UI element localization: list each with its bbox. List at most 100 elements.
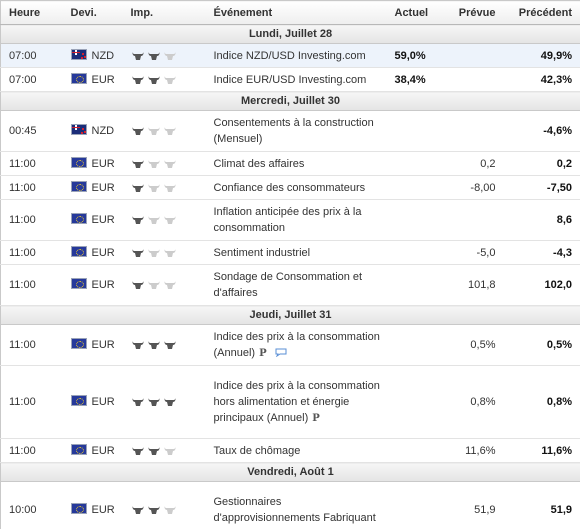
event-title[interactable]: Climat des affaires xyxy=(205,151,391,176)
event-title[interactable]: Taux de chômage xyxy=(205,438,391,463)
event-title-text[interactable]: Indice EUR/USD Investing.com xyxy=(213,73,367,86)
event-row[interactable]: 11:00 EUR Confiance des consommateurs -8,00… xyxy=(0,175,580,200)
event-title[interactable]: Indice des prix à la consommation hors a… xyxy=(205,365,391,439)
event-title-text[interactable]: Sentiment industriel xyxy=(213,246,311,259)
event-title-text[interactable]: Gestionnaires d'approvisionnements Fabri… xyxy=(213,495,376,524)
event-row[interactable]: 10:00 EUR Gestionnaires d'approvisionnemen… xyxy=(0,481,580,529)
eu-flag-icon xyxy=(70,278,87,289)
event-title[interactable]: Indice EUR/USD Investing.com xyxy=(205,67,391,92)
event-actual xyxy=(390,438,441,463)
event-title-text[interactable]: Indice des prix à la consommation hors a… xyxy=(213,379,380,424)
bull-icon xyxy=(147,159,160,168)
preliminary-icon[interactable]: P xyxy=(259,347,267,359)
header-event[interactable]: Événement xyxy=(205,0,391,25)
event-title-text[interactable]: Taux de chômage xyxy=(213,444,301,457)
event-forecast: -5,0 xyxy=(440,240,504,265)
event-importance xyxy=(122,264,206,306)
event-title-text[interactable]: Consentements à la construction (Mensuel… xyxy=(213,117,374,145)
event-time: 11:00 xyxy=(0,324,63,366)
event-title-text[interactable]: Inflation anticipée des prix à la consom… xyxy=(213,206,362,234)
event-importance xyxy=(122,199,206,241)
day-header-row: Vendredi, Août 1 xyxy=(0,462,580,482)
currency-code: EUR xyxy=(91,444,115,457)
preliminary-icon[interactable]: P xyxy=(312,412,320,424)
bull-icon xyxy=(131,51,144,60)
event-previous: 102,0 xyxy=(503,264,580,306)
event-title-text[interactable]: Climat des affaires xyxy=(213,157,305,170)
event-time: 11:00 xyxy=(0,438,63,463)
event-title[interactable]: Indice des prix à la consommation (Annue… xyxy=(205,324,391,366)
bull-icon xyxy=(163,51,176,60)
bull-icon xyxy=(147,248,160,257)
event-currency: EUR xyxy=(62,264,123,306)
eu-flag-icon xyxy=(70,395,87,406)
event-currency: EUR xyxy=(62,438,123,463)
header-previous[interactable]: Précédent xyxy=(503,0,580,25)
bull-icon xyxy=(131,248,144,257)
event-row[interactable]: 07:00 EUR Indice EUR/USD Investing.com 38,4… xyxy=(0,67,580,92)
event-row[interactable]: 11:00 EUR Indice des prix à la consommatio… xyxy=(0,324,580,366)
bull-icon xyxy=(163,341,176,350)
bull-icon xyxy=(147,446,160,455)
event-importance xyxy=(122,43,206,68)
calendar-body: Lundi, Juillet 28 07:00 NZD Indice NZD/USD … xyxy=(0,24,580,529)
event-previous: 11,6% xyxy=(503,438,580,463)
event-time: 11:00 xyxy=(0,264,63,306)
event-row[interactable]: 11:00 EUR Climat des affaires 0,2 0,2 xyxy=(0,151,580,176)
event-currency: EUR xyxy=(62,324,123,366)
event-title[interactable]: Inflation anticipée des prix à la consom… xyxy=(205,199,391,241)
header-actual[interactable]: Actuel xyxy=(390,0,441,25)
event-title[interactable]: Consentements à la construction (Mensuel… xyxy=(205,110,391,152)
event-title[interactable]: Sondage de Consommation et d'affaires xyxy=(205,264,391,306)
currency-code: EUR xyxy=(91,246,115,259)
bull-icon xyxy=(131,216,144,225)
event-actual: 38,4% xyxy=(390,67,441,92)
event-forecast xyxy=(440,199,504,241)
event-title-text[interactable]: Indice NZD/USD Investing.com xyxy=(213,49,366,62)
currency-code: EUR xyxy=(91,181,115,194)
bull-icon xyxy=(147,75,160,84)
event-title-text[interactable]: Confiance des consommateurs xyxy=(213,181,366,194)
event-importance xyxy=(122,438,206,463)
event-forecast xyxy=(440,67,504,92)
event-previous: 0,8% xyxy=(503,365,580,439)
bull-icon xyxy=(131,183,144,192)
event-currency: EUR xyxy=(62,67,123,92)
event-title[interactable]: Sentiment industriel xyxy=(205,240,391,265)
bull-icon xyxy=(163,159,176,168)
event-time: 11:00 xyxy=(0,199,63,241)
event-title[interactable]: Indice NZD/USD Investing.com xyxy=(205,43,391,68)
event-forecast: 0,5% xyxy=(440,324,504,366)
event-importance xyxy=(122,175,206,200)
header-currency[interactable]: Devi. xyxy=(62,0,123,25)
header-forecast[interactable]: Prévue xyxy=(440,0,504,25)
event-title[interactable]: Gestionnaires d'approvisionnements Fabri… xyxy=(205,481,391,529)
event-time: 00:45 xyxy=(0,110,63,152)
day-label: Mercredi, Juillet 30 xyxy=(0,91,580,111)
event-forecast: -8,00 xyxy=(440,175,504,200)
event-time: 10:00 xyxy=(0,481,63,529)
event-title[interactable]: Confiance des consommateurs xyxy=(205,175,391,200)
event-title-text[interactable]: Sondage de Consommation et d'affaires xyxy=(213,271,363,299)
event-row[interactable]: 11:00 EUR Taux de chômage 11,6% 11,6% xyxy=(0,438,580,463)
nz-flag-icon xyxy=(70,48,87,60)
currency-code: EUR xyxy=(91,396,115,408)
header-time[interactable]: Heure xyxy=(0,0,63,25)
event-previous: 0,5% xyxy=(503,324,580,366)
event-actual: 59,0% xyxy=(390,43,441,68)
event-importance xyxy=(122,481,206,529)
event-row[interactable]: 11:00 EUR Indice des prix à la consommatio… xyxy=(0,365,580,439)
event-actual xyxy=(390,481,441,529)
event-row[interactable]: 11:00 EUR Inflation anticipée des prix à l… xyxy=(0,199,580,241)
bull-icon xyxy=(163,248,176,257)
event-row[interactable]: 07:00 NZD Indice NZD/USD Investing.com 59,0… xyxy=(0,43,580,68)
header-importance[interactable]: Imp. xyxy=(122,0,206,25)
event-title-text[interactable]: Indice des prix à la consommation (Annue… xyxy=(213,330,380,359)
event-row[interactable]: 00:45 NZD Consentements à la construction … xyxy=(0,110,580,152)
event-row[interactable]: 11:00 EUR Sondage de Consommation et d'aff… xyxy=(0,264,580,306)
comment-icon[interactable] xyxy=(275,348,287,358)
bull-icon xyxy=(147,398,160,407)
event-row[interactable]: 11:00 EUR Sentiment industriel -5,0 -4,3 xyxy=(0,240,580,265)
bull-icon xyxy=(163,183,176,192)
